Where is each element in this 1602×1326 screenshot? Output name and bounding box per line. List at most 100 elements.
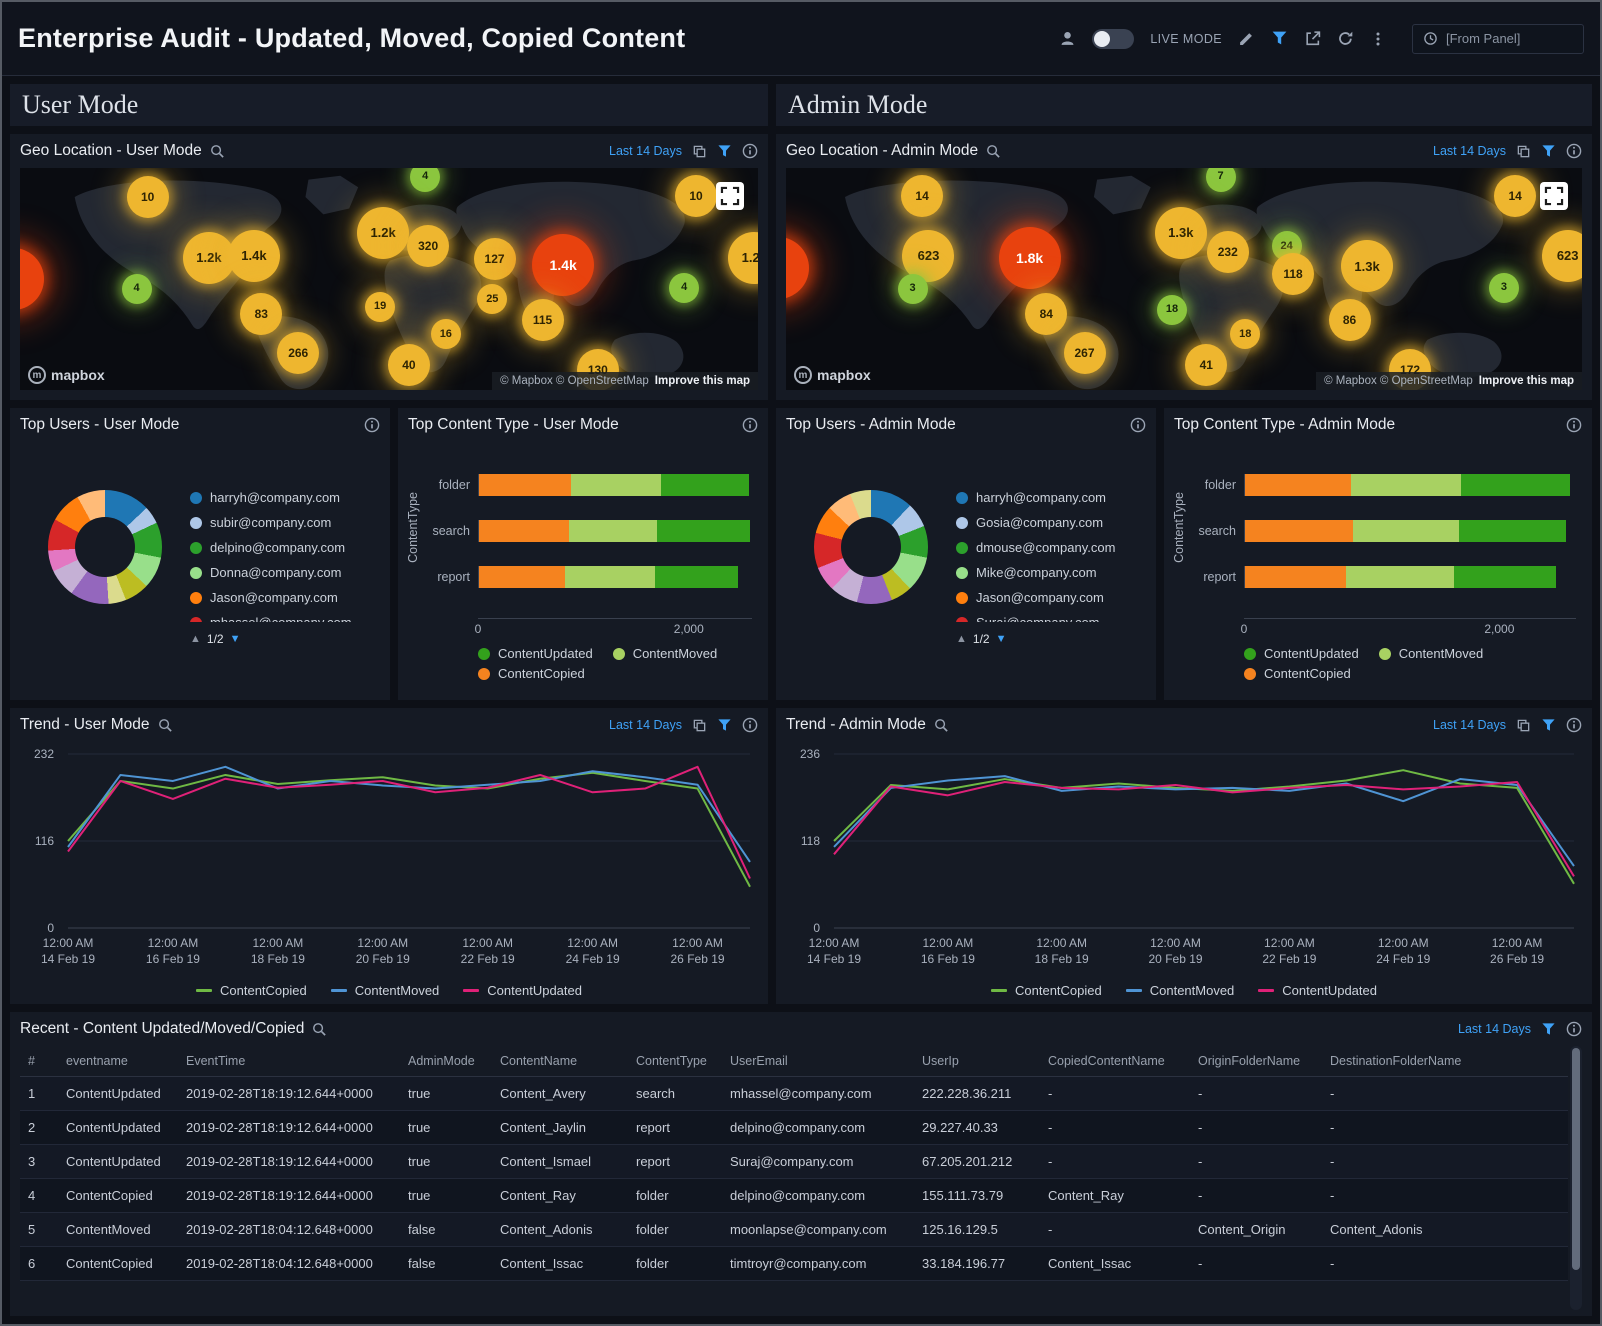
bar-segment-contentmoved[interactable] [565, 566, 656, 588]
magnifier-icon[interactable] [158, 718, 173, 733]
column-header[interactable]: ContentType [628, 1046, 722, 1077]
map-bubble[interactable]: 115 [521, 298, 564, 341]
map-bubble[interactable]: 4 [410, 168, 441, 192]
time-range-link[interactable]: Last 14 Days [609, 718, 682, 732]
map-bubble[interactable]: 41 [1185, 343, 1228, 386]
bar-segment-contentmoved[interactable] [1350, 474, 1462, 496]
table-row[interactable]: 3 ContentUpdated 2019-02-28T18:19:12.644+0… [20, 1144, 1568, 1179]
map-bubble[interactable]: 83 [240, 292, 283, 335]
bar-segment-contentupdated[interactable] [1458, 520, 1566, 542]
bar-segment-contentcopied[interactable] [1245, 566, 1346, 588]
bar-segment-contentcopied[interactable] [1245, 520, 1354, 542]
bar-segment-contentupdated[interactable] [1453, 566, 1556, 588]
map-bubble[interactable]: 4 [121, 273, 152, 304]
bar-segment-contentupdated[interactable] [655, 566, 739, 588]
top-users-donut[interactable] [48, 490, 162, 604]
refresh-icon[interactable] [1337, 30, 1354, 47]
geo-map-user[interactable]: m mapbox © Mapbox © OpenStreetMap Improve … [20, 168, 758, 390]
top-users-donut[interactable] [814, 490, 928, 604]
bar-segment-contentcopied[interactable] [479, 566, 566, 588]
map-bubble[interactable]: 1.3k [1341, 240, 1394, 293]
legend-item[interactable]: ContentCopied [478, 666, 585, 681]
map-bubble[interactable]: 1.3k [1154, 206, 1207, 259]
map-bubble[interactable]: 16 [430, 319, 461, 350]
legend-item[interactable]: Jason@company.com [956, 590, 1146, 605]
time-range-link[interactable]: Last 14 Days [1433, 144, 1506, 158]
copy-icon[interactable] [1516, 144, 1531, 159]
legend-item[interactable]: dmouse@company.com [956, 540, 1146, 555]
column-header[interactable]: OriginFolderName [1190, 1046, 1322, 1077]
map-bubble[interactable]: 40 [387, 343, 430, 386]
scrollbar-track[interactable] [1570, 1046, 1582, 1310]
legend-item[interactable]: Mike@company.com [956, 565, 1146, 580]
legend-item[interactable]: ContentUpdated [478, 646, 593, 661]
column-header[interactable]: CopiedContentName [1040, 1046, 1190, 1077]
map-bubble[interactable]: 3 [1488, 272, 1519, 303]
time-range-link[interactable]: Last 14 Days [609, 144, 682, 158]
bar-segment-contentcopied[interactable] [1245, 474, 1351, 496]
legend-item[interactable]: delpino@company.com [190, 540, 380, 555]
table-row[interactable]: 1 ContentUpdated 2019-02-28T18:19:12.644+0… [20, 1076, 1568, 1111]
info-icon[interactable] [1566, 717, 1582, 733]
legend-item[interactable]: Gosia@company.com [956, 515, 1146, 530]
legend-item[interactable]: ContentMoved [1125, 983, 1234, 998]
bar-segment-contentcopied[interactable] [479, 474, 572, 496]
scrollbar-thumb[interactable] [1572, 1048, 1580, 1270]
more-menu-icon[interactable] [1370, 31, 1386, 47]
trend-line-ContentUpdated[interactable] [68, 767, 750, 879]
user-icon[interactable] [1059, 30, 1076, 47]
bar-segment-contentupdated[interactable] [1461, 474, 1570, 496]
map-bubble[interactable]: 127 [473, 237, 516, 280]
map-bubble[interactable]: 84 [1025, 292, 1068, 335]
info-icon[interactable] [742, 143, 758, 159]
legend-item[interactable]: ContentCopied [991, 983, 1102, 998]
map-bubble[interactable]: 10 [675, 174, 717, 217]
magnifier-icon[interactable] [312, 1022, 327, 1037]
trend-line-ContentUpdated[interactable] [834, 782, 1574, 876]
bar-segment-contentmoved[interactable] [571, 474, 661, 496]
map-bubble[interactable]: 267 [1063, 332, 1106, 375]
map-bubble[interactable]: 266 [277, 332, 320, 375]
filter-icon[interactable] [1541, 1022, 1556, 1037]
page-down-icon[interactable]: ▼ [229, 633, 241, 645]
copy-icon[interactable] [1516, 718, 1531, 733]
map-bubble[interactable]: 1.2k [182, 231, 235, 284]
info-icon[interactable] [1566, 1021, 1582, 1037]
map-bubble[interactable]: 86 [1328, 298, 1371, 341]
map-bubble[interactable]: 25 [477, 284, 508, 315]
map-bubble[interactable]: 232 [1206, 230, 1249, 273]
legend-item[interactable]: ContentMoved [1378, 646, 1483, 661]
legend-item[interactable]: ContentUpdated [1244, 646, 1359, 661]
map-bubble[interactable]: 623 [1541, 229, 1582, 282]
legend-item[interactable]: Suraj@company.com [956, 615, 1146, 622]
page-up-icon[interactable]: ▲ [956, 633, 967, 645]
time-range-link[interactable]: Last 14 Days [1458, 1022, 1531, 1036]
bar-segment-contentupdated[interactable] [657, 520, 750, 542]
info-icon[interactable] [364, 417, 380, 433]
plot-area[interactable] [834, 754, 1574, 928]
edit-icon[interactable] [1238, 30, 1255, 47]
map-bubble[interactable] [786, 236, 810, 299]
improve-map-link[interactable]: Improve this map [654, 375, 750, 387]
column-header[interactable]: # [20, 1046, 58, 1077]
copy-icon[interactable] [692, 718, 707, 733]
bar-segment-contentupdated[interactable] [660, 474, 749, 496]
map-expand-button[interactable] [716, 182, 744, 210]
bar-segment-contentcopied[interactable] [479, 520, 570, 542]
filter-icon[interactable] [1541, 718, 1556, 733]
column-header[interactable]: eventname [58, 1046, 178, 1077]
bar-segment-contentmoved[interactable] [569, 520, 658, 542]
legend-item[interactable]: Donna@company.com [190, 565, 380, 580]
table-row[interactable]: 6 ContentCopied 2019-02-28T18:04:12.648+00… [20, 1246, 1568, 1281]
share-icon[interactable] [1304, 30, 1321, 47]
trend-line-ContentCopied[interactable] [68, 773, 750, 887]
copy-icon[interactable] [692, 144, 707, 159]
page-up-icon[interactable]: ▲ [190, 633, 201, 645]
map-bubble[interactable]: 19 [365, 291, 396, 322]
magnifier-icon[interactable] [934, 718, 949, 733]
map-bubble[interactable]: 118 [1272, 253, 1315, 296]
mapbox-logo[interactable]: m mapbox [28, 366, 105, 384]
bar-segment-contentmoved[interactable] [1353, 520, 1459, 542]
filter-icon[interactable] [717, 144, 732, 159]
column-header[interactable]: DestinationFolderName [1322, 1046, 1568, 1077]
